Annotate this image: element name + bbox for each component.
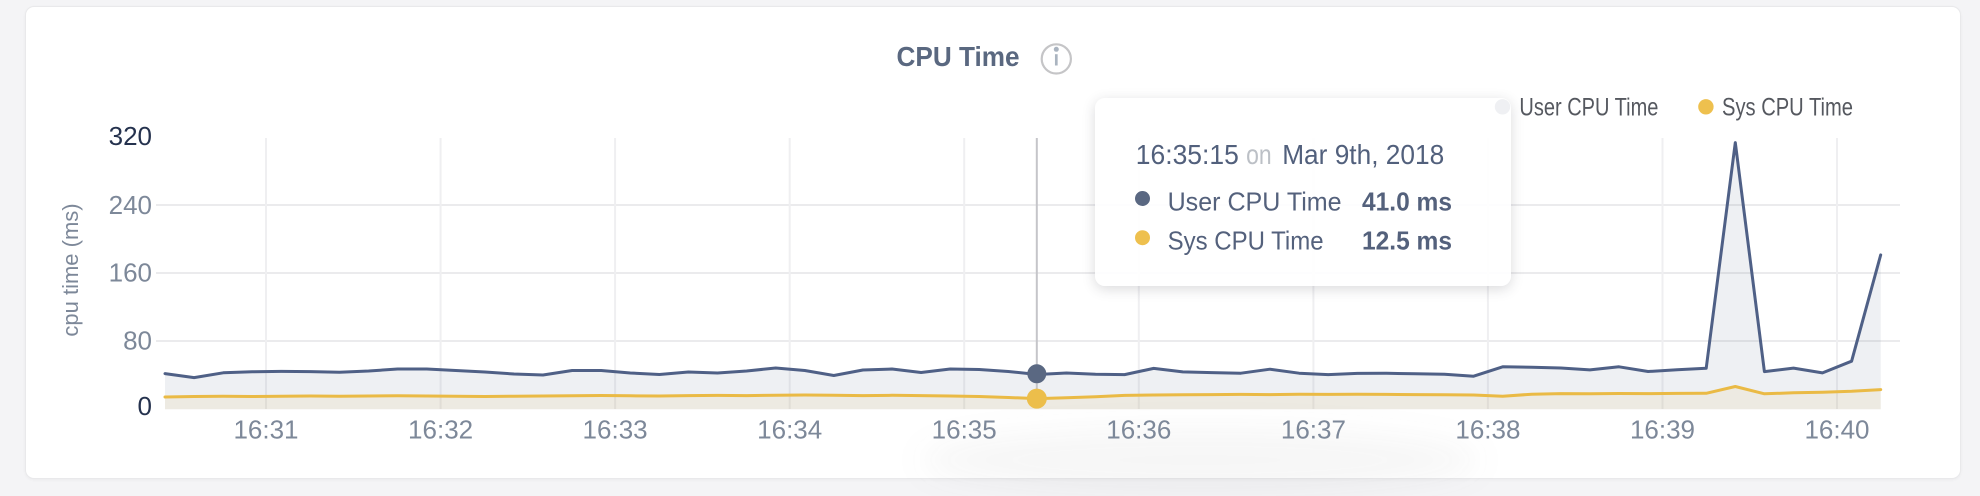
svg-text:16:38: 16:38 bbox=[1455, 415, 1520, 445]
svg-text:41.0 ms: 41.0 ms bbox=[1362, 187, 1452, 217]
svg-text:Sys CPU Time: Sys CPU Time bbox=[1167, 226, 1323, 256]
svg-text:16:39: 16:39 bbox=[1630, 415, 1695, 445]
svg-text:on: on bbox=[1246, 139, 1272, 170]
svg-text:16:40: 16:40 bbox=[1804, 415, 1869, 445]
svg-text:16:32: 16:32 bbox=[408, 415, 473, 445]
svg-text:16:35: 16:35 bbox=[932, 415, 997, 445]
svg-text:Mar 9th, 2018: Mar 9th, 2018 bbox=[1282, 139, 1444, 170]
svg-text:cpu time (ms): cpu time (ms) bbox=[58, 203, 83, 336]
svg-text:16:35:15: 16:35:15 bbox=[1135, 139, 1238, 170]
svg-text:240: 240 bbox=[109, 190, 152, 220]
svg-text:CPU Time: CPU Time bbox=[897, 41, 1020, 72]
svg-text:12.5 ms: 12.5 ms bbox=[1362, 226, 1452, 256]
svg-text:16:34: 16:34 bbox=[757, 415, 822, 445]
svg-text:16:36: 16:36 bbox=[1106, 415, 1171, 445]
svg-text:16:37: 16:37 bbox=[1281, 415, 1346, 445]
svg-text:Sys CPU Time: Sys CPU Time bbox=[1722, 94, 1853, 122]
svg-text:80: 80 bbox=[123, 326, 152, 356]
svg-text:0: 0 bbox=[138, 391, 152, 421]
svg-text:160: 160 bbox=[109, 258, 152, 288]
svg-text:320: 320 bbox=[109, 121, 152, 151]
svg-text:User CPU Time: User CPU Time bbox=[1519, 94, 1658, 122]
svg-text:16:33: 16:33 bbox=[583, 415, 648, 445]
svg-text:16:31: 16:31 bbox=[233, 415, 298, 445]
svg-text:User CPU Time: User CPU Time bbox=[1167, 187, 1341, 217]
